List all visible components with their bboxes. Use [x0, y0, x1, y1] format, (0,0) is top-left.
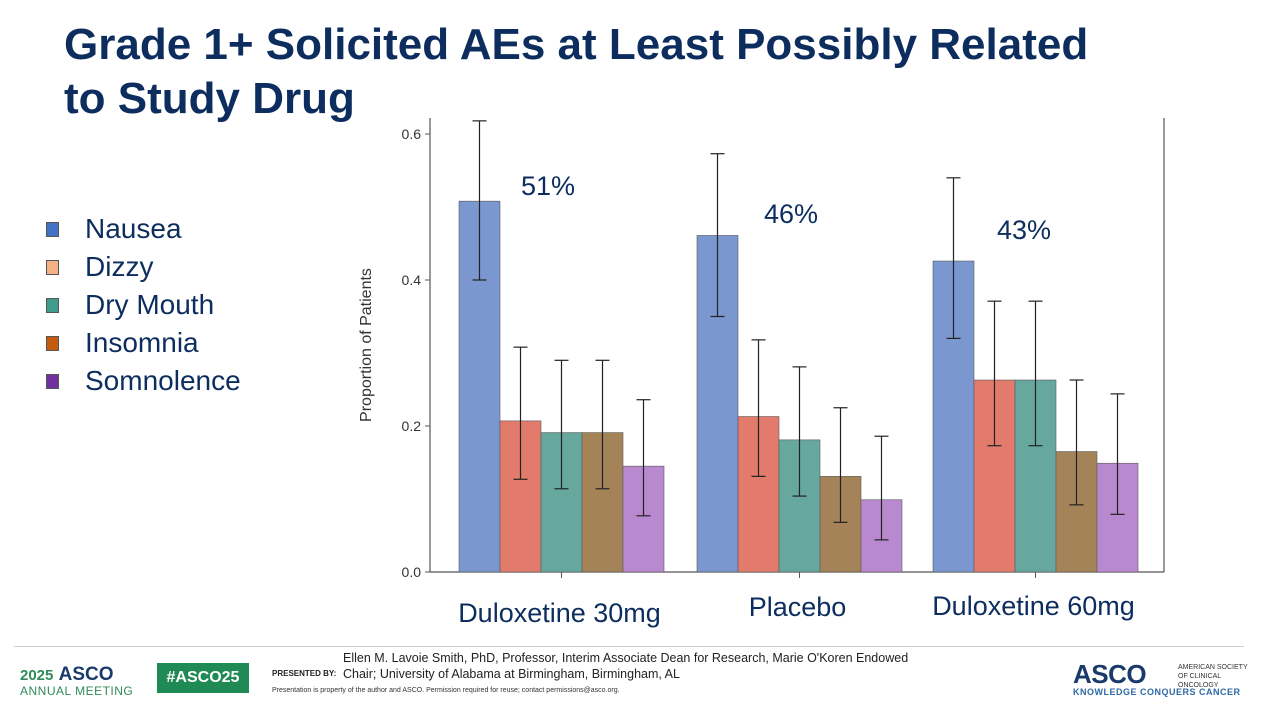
presenter-info: Ellen M. Lavoie Smith, PhD, Professor, I…: [343, 650, 983, 682]
presented-by-label: PRESENTED BY:: [272, 669, 337, 678]
disclaimer: Presentation is property of the author a…: [272, 687, 620, 694]
asco-right-tagline: KNOWLEDGE CONQUERS CANCER: [1073, 687, 1241, 697]
legend-label: Dizzy: [85, 251, 154, 282]
meeting-subtitle: ANNUAL MEETING: [20, 684, 134, 698]
legend-label: Insomnia: [85, 327, 199, 358]
legend-swatch: [46, 259, 59, 275]
x-tick-label: Duloxetine 60mg: [932, 591, 1135, 621]
legend: Nausea Dizzy Dry Mouth Insomnia Somnolence: [46, 210, 241, 400]
legend-item: Nausea: [46, 210, 241, 248]
asco-right-logo: ASCO: [1073, 659, 1147, 689]
legend-swatch: [46, 297, 59, 313]
y-tick-label: 0.4: [402, 272, 422, 288]
hashtag-badge: #ASCO25: [157, 663, 249, 693]
legend-swatch: [46, 373, 59, 389]
x-tick-label: Placebo: [749, 592, 847, 622]
meeting-brand: ASCO: [58, 664, 114, 685]
x-tick-label: Duloxetine 30mg: [458, 598, 661, 628]
presenter-line2: Chair; University of Alabama at Birmingh…: [343, 667, 680, 681]
legend-swatch: [46, 335, 59, 351]
legend-label: Nausea: [85, 213, 182, 244]
slide-title-line1: Grade 1+ Solicited AEs at Least Possibly…: [64, 20, 1089, 69]
y-tick-label: 0.0: [402, 564, 422, 580]
group-annotation: 46%: [764, 199, 818, 229]
legend-label: Dry Mouth: [85, 289, 215, 320]
legend-item: Insomnia: [46, 324, 241, 362]
bar-chart: 0.0 0.2 0.4 0.6 Proportion of Patients Duloxe…: [358, 118, 1165, 628]
legend-swatch: [46, 221, 59, 237]
slide-title: Grade 1+ Solicited AEs at Least Possibly…: [64, 18, 1214, 126]
asco-org-name: AMERICAN SOCIETY OF CLINICAL ONCOLOGY: [1178, 664, 1248, 689]
y-tick-label: 0.6: [402, 126, 422, 142]
legend-item: Somnolence: [46, 362, 241, 400]
slide-title-line2: to Study Drug: [64, 74, 355, 123]
legend-label: Somnolence: [85, 365, 241, 396]
y-tick-label: 0.2: [402, 418, 422, 434]
group-annotation: 51%: [521, 171, 575, 201]
y-axis-label: Proportion of Patients: [358, 268, 375, 422]
asco-meeting-logo: 2025 ASCO: [20, 664, 114, 686]
footer-divider: [14, 646, 1244, 647]
legend-item: Dry Mouth: [46, 286, 241, 324]
legend-item: Dizzy: [46, 248, 241, 286]
group-annotation: 43%: [997, 215, 1051, 245]
meeting-year: 2025: [20, 667, 54, 684]
presenter-line1: Ellen M. Lavoie Smith, PhD, Professor, I…: [343, 651, 909, 665]
